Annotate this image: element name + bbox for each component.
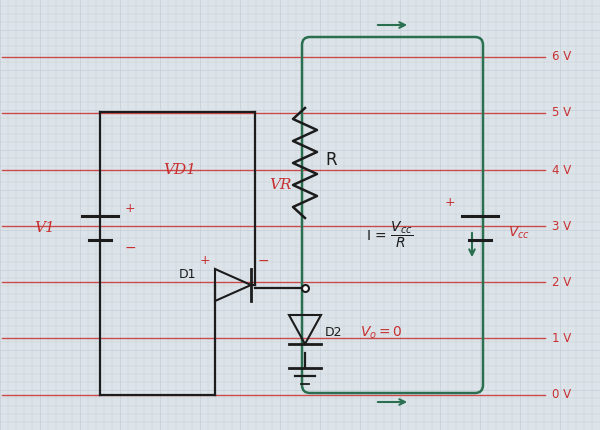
Text: D2: D2 xyxy=(325,326,343,340)
Text: $V_o = 0$: $V_o = 0$ xyxy=(360,325,403,341)
Text: 0 V: 0 V xyxy=(552,388,571,402)
Text: +: + xyxy=(125,202,136,215)
Text: VR: VR xyxy=(269,178,291,192)
Text: 4 V: 4 V xyxy=(552,163,571,176)
Text: VD1: VD1 xyxy=(163,163,197,177)
Text: V1: V1 xyxy=(35,221,55,235)
Text: −: − xyxy=(257,254,269,268)
Text: −: − xyxy=(124,241,136,255)
Text: D1: D1 xyxy=(178,268,196,281)
Text: 5 V: 5 V xyxy=(552,107,571,120)
Text: R: R xyxy=(325,151,337,169)
Text: 3 V: 3 V xyxy=(552,219,571,233)
Text: 2 V: 2 V xyxy=(552,276,571,289)
Text: I = $\dfrac{V_{cc}}{R}$: I = $\dfrac{V_{cc}}{R}$ xyxy=(367,220,413,250)
Text: +: + xyxy=(200,255,211,267)
Text: $V_{cc}$: $V_{cc}$ xyxy=(508,225,530,241)
Text: +: + xyxy=(445,197,455,209)
Text: 6 V: 6 V xyxy=(552,50,571,64)
Text: 1 V: 1 V xyxy=(552,332,571,344)
